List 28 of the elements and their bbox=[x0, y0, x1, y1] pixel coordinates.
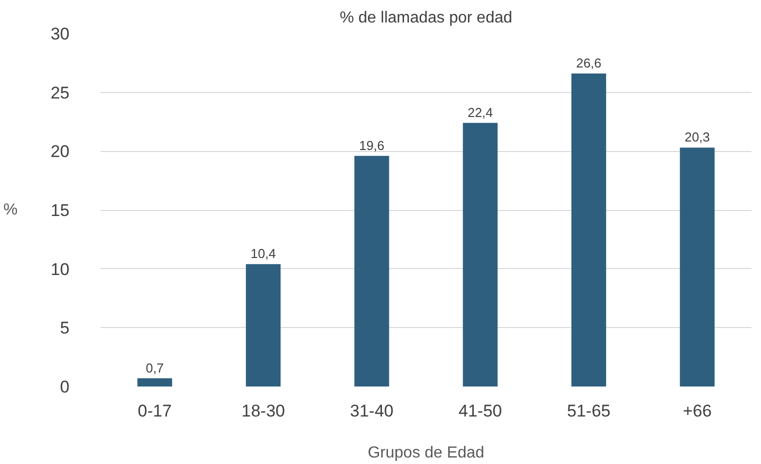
x-tick-label: 0-17 bbox=[138, 402, 172, 420]
bar bbox=[354, 156, 390, 386]
x-tick-label: 18-30 bbox=[242, 402, 285, 420]
x-tick-label: 41-50 bbox=[458, 402, 502, 420]
y-tick-label: 5 bbox=[60, 318, 70, 338]
y-tick-label: 20 bbox=[50, 142, 70, 162]
y-tick-label: 0 bbox=[60, 378, 70, 396]
bar bbox=[137, 378, 172, 386]
data-label: 26,6 bbox=[576, 56, 602, 71]
y-tick-label: 10 bbox=[50, 260, 70, 279]
chart-title: % de llamadas por edad bbox=[340, 10, 512, 26]
data-label: 19,6 bbox=[359, 138, 384, 153]
y-tick-label: 25 bbox=[50, 83, 70, 102]
y-axis-title: % bbox=[3, 202, 18, 218]
data-label: 10,4 bbox=[250, 246, 276, 262]
bar bbox=[246, 264, 281, 386]
x-tick-label: +66 bbox=[682, 402, 712, 420]
x-axis-title: Grupos de Edad bbox=[368, 444, 484, 462]
data-label: 22,4 bbox=[468, 104, 493, 120]
data-label: 0,7 bbox=[146, 360, 164, 376]
bar bbox=[571, 74, 606, 386]
x-tick-label: 31-40 bbox=[350, 402, 394, 420]
bar bbox=[462, 122, 498, 386]
y-tick-label: 15 bbox=[50, 201, 70, 220]
bar bbox=[680, 148, 715, 386]
data-label: 20,3 bbox=[684, 130, 710, 145]
y-tick-label: 30 bbox=[50, 24, 70, 44]
x-tick-label: 51-65 bbox=[567, 402, 610, 420]
